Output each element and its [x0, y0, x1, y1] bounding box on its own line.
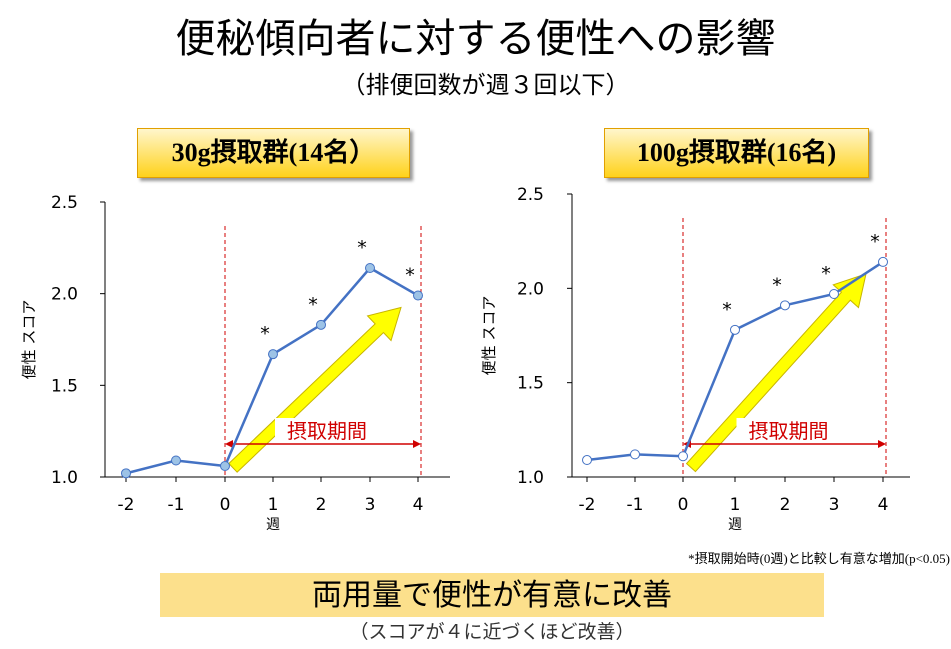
period-label: 摂取期間: [749, 419, 829, 443]
trend-arrow: [228, 306, 402, 473]
y-tick-label: 1.0: [51, 468, 78, 488]
x-tick-label: 1: [730, 495, 741, 515]
y-axis-label: 便性 スコア: [20, 300, 38, 380]
group-100g-badge: 100g摂取群(16名): [604, 128, 869, 178]
significance-marker: *: [870, 231, 880, 253]
x-tick-label: -2: [579, 495, 596, 515]
period-arrow-head-right: [413, 440, 421, 448]
data-point: [730, 324, 740, 335]
significance-marker: *: [260, 323, 270, 345]
data-point: [413, 290, 423, 301]
data-point: [316, 319, 326, 330]
data-point: [780, 300, 790, 311]
y-tick-label: 2.0: [51, 285, 78, 305]
period-arrow-head-right: [878, 440, 886, 448]
x-tick-label: 4: [413, 495, 424, 515]
data-point: [829, 288, 839, 299]
period-label-bg: [275, 418, 379, 442]
data-point: [678, 451, 688, 462]
significance-marker: *: [357, 237, 367, 259]
significance-marker: *: [405, 265, 415, 287]
data-point: [878, 256, 888, 267]
x-tick-label: 0: [220, 495, 231, 515]
y-tick-label: 1.0: [517, 468, 544, 488]
data-point: [630, 449, 640, 460]
conclusion-banner: 両用量で便性が有意に改善: [160, 573, 824, 617]
x-tick-label: -1: [627, 495, 644, 515]
y-tick-label: 2.0: [517, 279, 544, 299]
x-tick-label: 4: [878, 495, 889, 515]
x-axis-label: 週: [266, 517, 280, 533]
series-line: [125, 266, 419, 475]
x-axis-label: 週: [728, 517, 742, 533]
conclusion-note: （スコアが４に近づくほど改善）: [349, 621, 635, 643]
data-point: [268, 349, 278, 360]
period-label: 摂取期間: [287, 419, 367, 443]
significance-marker: *: [722, 299, 732, 321]
x-tick-label: 1: [268, 495, 279, 515]
page-subtitle: （排便回数が週３回以下）: [341, 71, 630, 99]
y-tick-label: 1.5: [517, 374, 544, 394]
x-tick-label: 0: [678, 495, 689, 515]
significance-marker: *: [821, 263, 831, 285]
x-tick-label: -1: [168, 495, 185, 515]
data-point: [365, 263, 375, 273]
x-tick-label: 2: [316, 495, 327, 515]
x-tick-label: -2: [118, 495, 135, 515]
data-point: [121, 468, 131, 479]
page-title: 便秘傾向者に対する便性への影響: [175, 16, 776, 62]
data-point: [220, 461, 230, 471]
x-tick-label: 3: [365, 495, 376, 515]
data-point: [171, 455, 181, 466]
y-tick-label: 1.5: [51, 376, 78, 396]
significance-marker: *: [772, 274, 782, 296]
y-tick-label: 2.5: [51, 193, 78, 213]
period-arrow-head-left: [225, 440, 233, 448]
period-label-bg: [736, 418, 841, 442]
x-tick-label: 3: [829, 495, 840, 515]
data-point: [582, 455, 592, 466]
y-tick-label: 2.5: [517, 185, 544, 205]
x-tick-label: 2: [780, 495, 791, 515]
significance-marker: *: [308, 294, 318, 316]
group-30g-badge: 30g摂取群(14名）: [137, 128, 410, 178]
y-axis-label: 便性 スコア: [480, 296, 498, 376]
trend-arrow: [685, 273, 867, 473]
significance-footnote: *摂取開始時(0週)と比較し有意な増加(p<0.05): [688, 551, 950, 566]
